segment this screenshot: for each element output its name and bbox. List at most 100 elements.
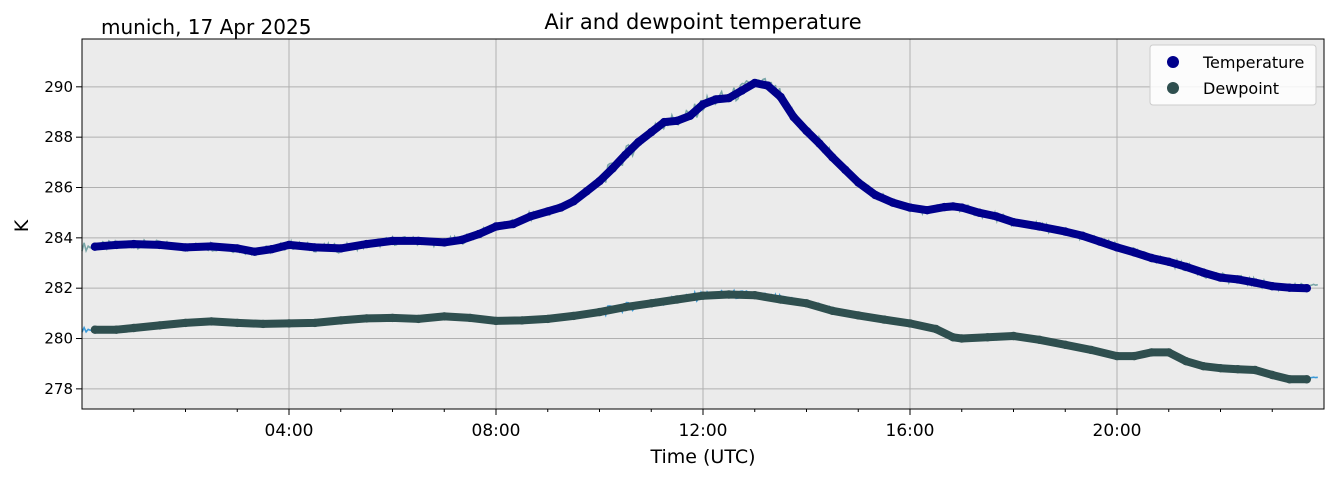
temperature-point (974, 208, 984, 217)
x-tick-label: 08:00 (472, 421, 521, 441)
dewpoint-point (854, 311, 863, 320)
temperature-point (336, 244, 345, 253)
temperature-point (1009, 218, 1018, 227)
temperature-point (414, 236, 423, 246)
temperature-point (698, 100, 708, 109)
dewpoint-point (983, 333, 992, 342)
temperature-point (310, 243, 320, 252)
temperature-point (647, 127, 656, 137)
dewpoint-point (1233, 365, 1243, 374)
dewpoint-point (1216, 364, 1225, 373)
temperature-point (1268, 282, 1277, 291)
dewpoint-point (181, 318, 190, 328)
temperature-point (509, 219, 518, 229)
dewpoint-point (621, 302, 630, 312)
temperature-point (526, 212, 535, 221)
dewpoint-point (155, 321, 164, 330)
dewpoint-point (258, 319, 268, 329)
y-tick-label: 280 (44, 330, 73, 348)
dewpoint-point (1061, 340, 1070, 349)
dewpoint-point (543, 314, 552, 324)
dewpoint-point (905, 319, 915, 328)
x-tick-label: 04:00 (265, 421, 314, 441)
temperature-point (90, 242, 100, 251)
x-axis-label: Time (UTC) (649, 446, 755, 468)
dewpoint-point (569, 311, 578, 321)
dewpoint-point (233, 318, 242, 328)
temperature-point (841, 165, 850, 175)
temperature-point (440, 238, 449, 247)
x-axis-ticks: 04:00 08:00 12:00 16:00 20:00 (133, 409, 1273, 441)
legend-marker-temperature (1167, 56, 1179, 68)
temperature-point (1216, 273, 1225, 282)
y-tick-label: 278 (44, 380, 73, 398)
legend-label-temperature: Temperature (1202, 53, 1304, 72)
y-tick-label: 282 (44, 279, 73, 297)
dewpoint-point (1302, 375, 1312, 384)
dewpoint-point (129, 323, 138, 333)
temperature-point (543, 207, 552, 216)
y-tick-label: 286 (44, 179, 73, 197)
dewpoint-point (957, 334, 966, 343)
temperature-point (660, 117, 669, 127)
temperature-point (1250, 278, 1260, 287)
temperature-point (608, 164, 617, 173)
dewpoint-point (750, 291, 759, 300)
temperature-point (763, 81, 772, 90)
temperature-point (905, 203, 915, 212)
dewpoint-point (90, 325, 100, 334)
legend-label-dewpoint: Dewpoint (1203, 79, 1279, 98)
temperature-point (815, 139, 824, 148)
temperature-point (854, 178, 863, 187)
dewpoint-point (1181, 357, 1191, 366)
dewpoint-point (595, 307, 604, 317)
dewpoint-point (491, 316, 501, 326)
temperature-point (724, 93, 734, 103)
dewpoint-point (1199, 362, 1208, 371)
dewpoint-point (414, 314, 423, 324)
dewpoint-point (776, 295, 785, 304)
temperature-point (1199, 268, 1208, 277)
temperature-point (1164, 257, 1174, 266)
temperature-point (1061, 227, 1070, 236)
temperature-point (888, 198, 897, 207)
temperature-point (1095, 237, 1105, 246)
dewpoint-point (828, 306, 837, 315)
dewpoint-point (672, 295, 682, 304)
temperature-point (556, 203, 565, 212)
temperature-point (1147, 253, 1156, 263)
temperature-point (992, 212, 1001, 221)
x-tick-label: 20:00 (1093, 421, 1142, 441)
dewpoint-point (1268, 370, 1277, 380)
temperature-point (1181, 262, 1191, 271)
temperature-point (789, 112, 798, 122)
chart-subtitle: munich, 17 Apr 2025 (101, 15, 311, 39)
temperature-point (776, 92, 785, 102)
y-tick-label: 288 (44, 128, 73, 146)
temperature-point (828, 153, 837, 162)
dewpoint-point (207, 317, 216, 326)
dewpoint-point (931, 324, 941, 334)
temperature-point (621, 150, 630, 159)
dewpoint-point (802, 299, 811, 308)
dewpoint-point (388, 313, 397, 323)
temperature-point (491, 222, 501, 231)
temperature-point (112, 240, 121, 250)
dewpoint-point (1250, 365, 1260, 375)
chart-title: Air and dewpoint temperature (544, 10, 861, 34)
dewpoint-point (1086, 345, 1096, 355)
legend-marker-dewpoint (1167, 82, 1179, 94)
dewpoint-point (1147, 348, 1156, 357)
dewpoint-point (336, 316, 345, 325)
dewpoint-point (724, 290, 734, 299)
dewpoint-point (284, 319, 294, 328)
temperature-point (362, 239, 371, 249)
temperature-point (207, 242, 216, 251)
dewpoint-point (1035, 335, 1044, 344)
x-tick-label: 12:00 (679, 421, 728, 441)
temperature-point (129, 239, 138, 249)
temperature-point (957, 203, 966, 212)
dewpoint-point (112, 325, 121, 334)
y-tick-label: 290 (44, 78, 73, 96)
